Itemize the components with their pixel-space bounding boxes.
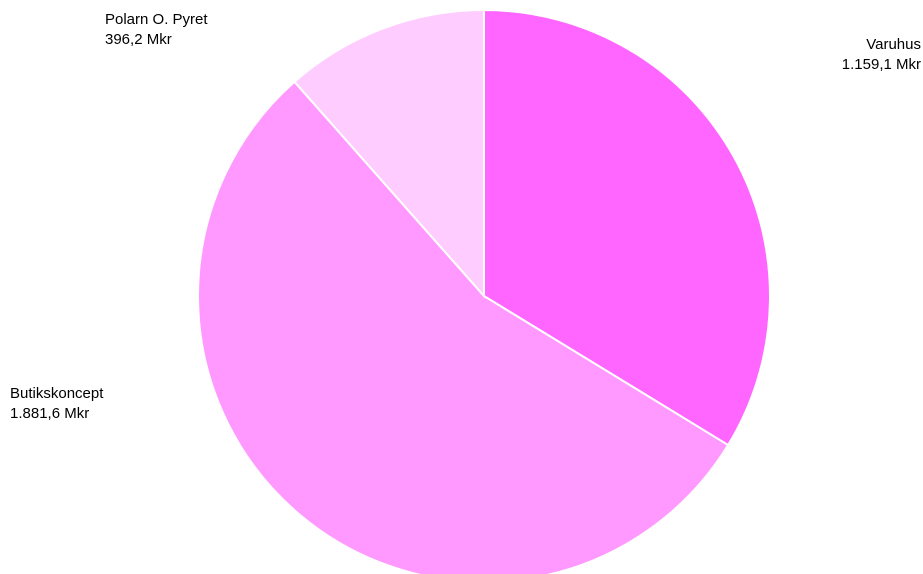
pie-slices [197,8,771,574]
slice-label-polarn-o-pyret: Polarn O. Pyret 396,2 Mkr [105,10,208,50]
slice-name-butikskoncept: Butikskoncept [10,385,104,402]
slice-name-polarn-o-pyret: Polarn O. Pyret [105,11,208,28]
slice-label-varuhus: Varuhus 1.159,1 Mkr [842,35,921,75]
pie-slice-polarn-o-pyret [293,8,485,299]
slice-value-polarn-o-pyret: 396,2 Mkr [105,31,172,48]
slice-name-varuhus: Varuhus [866,36,921,53]
pie-slice-butikskoncept [197,80,730,574]
pie-slice-varuhus [483,8,771,447]
slice-value-varuhus: 1.159,1 Mkr [841,56,921,73]
slice-value-butikskoncept: 1.881,6 Mkr [10,405,90,422]
slice-label-butikskoncept: Butikskoncept 1.881,6 Mkr [10,384,103,424]
